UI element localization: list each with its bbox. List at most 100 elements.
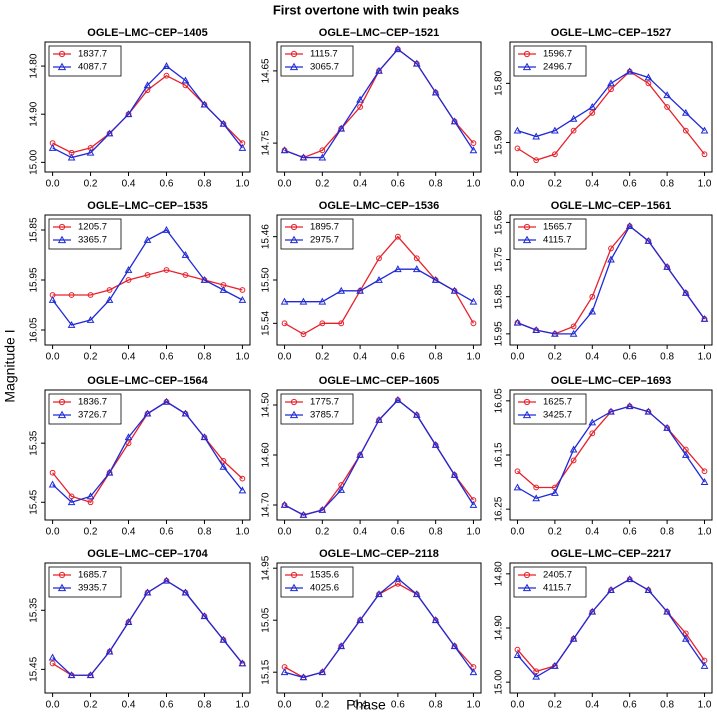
figure-title: First overtone with twin peaks — [273, 2, 459, 17]
data-point — [607, 79, 615, 87]
x-tick-label: 0.6 — [160, 700, 174, 711]
data-point — [431, 616, 440, 624]
x-tick-label: 0.4 — [585, 179, 599, 190]
panel: OGLE–LMC–CEP–1536 0.0 0.2 0.4 0.6 0.8 1.0 15.46… — [261, 200, 482, 363]
x-tick-label: 0.0 — [511, 700, 525, 711]
y-tick-label: 15.45 — [29, 656, 40, 681]
x-tick-label: 0.4 — [353, 527, 367, 538]
data-point — [413, 255, 420, 262]
data-point — [181, 250, 190, 258]
data-point — [663, 423, 671, 431]
data-point — [239, 287, 246, 293]
y-tick-label: 14.60 — [261, 442, 272, 467]
panel: OGLE–LMC–CEP–1527 0.0 0.2 0.4 0.6 0.8 1.0 15.80… — [494, 27, 713, 190]
legend-label: 3425.7 — [543, 410, 572, 421]
panel-title: OGLE–LMC–CEP–1605 — [319, 375, 439, 387]
data-point — [607, 255, 615, 263]
data-point — [394, 395, 402, 403]
x-tick-label: 0.0 — [46, 179, 60, 190]
data-point — [125, 440, 132, 447]
x-tick-label: 1.0 — [466, 700, 480, 711]
x-tick-label: 0.8 — [429, 179, 443, 190]
data-point — [375, 590, 383, 598]
legend-marker — [290, 571, 298, 579]
data-point — [163, 72, 170, 79]
y-tick-label: 14.75 — [261, 130, 272, 155]
data-point — [318, 505, 327, 513]
data-point — [318, 297, 327, 305]
data-point — [86, 315, 95, 323]
y-tick-label: 16.25 — [494, 496, 505, 521]
legend-box — [48, 393, 122, 425]
data-point — [551, 488, 559, 496]
y-tick-label: 15.95 — [494, 321, 505, 346]
legend-marker — [523, 223, 531, 231]
legend-marker — [523, 571, 531, 579]
data-point — [625, 575, 634, 583]
data-point — [700, 126, 709, 134]
data-point — [280, 500, 289, 508]
panel-title: OGLE–LMC–CEP–1527 — [551, 27, 671, 39]
x-tick-label: 0.0 — [46, 352, 60, 363]
x-tick-label: 1.0 — [698, 352, 712, 363]
x-tick-label: 1.0 — [466, 352, 480, 363]
legend-marker — [290, 398, 298, 406]
data-point — [375, 415, 383, 423]
legend-label: 3365.7 — [78, 235, 107, 246]
data-point — [644, 586, 653, 593]
legend-marker — [57, 410, 67, 419]
y-tick-label: 15.35 — [29, 597, 40, 622]
legend-label: 1205.7 — [78, 222, 107, 233]
data-point — [48, 653, 57, 661]
y-tick-label: 14.80 — [29, 53, 40, 78]
data-point — [143, 81, 152, 89]
data-point — [337, 286, 346, 294]
data-point — [470, 140, 477, 147]
data-point — [239, 475, 246, 482]
legend-marker — [290, 50, 298, 58]
series-line — [52, 65, 243, 159]
data-point — [469, 500, 478, 508]
panel: OGLE–LMC–CEP–1535 0.0 0.2 0.4 0.6 0.8 1.0 15.85… — [29, 200, 251, 363]
plot-frame — [276, 562, 482, 694]
data-point — [238, 486, 247, 494]
data-point — [238, 295, 247, 303]
y-tick-label: 16.15 — [494, 442, 505, 467]
series-line — [517, 225, 706, 335]
legend-label: 1836.7 — [78, 397, 107, 408]
y-tick-label: 15.75 — [494, 247, 505, 272]
legend-marker — [289, 583, 299, 592]
panel: OGLE–LMC–CEP–1405 0.0 0.2 0.4 0.6 0.8 1.0 14.80… — [29, 27, 251, 190]
panel-title: OGLE–LMC–CEP–2217 — [551, 548, 671, 560]
series-line — [516, 578, 706, 678]
x-tick-label: 0.2 — [315, 352, 329, 363]
data-point — [299, 673, 308, 681]
legend-marker — [522, 583, 532, 592]
legend-marker — [58, 571, 66, 579]
data-point — [200, 612, 209, 620]
data-point — [450, 286, 459, 294]
data-point — [514, 145, 521, 152]
data-point — [105, 468, 114, 476]
series-line — [284, 583, 474, 679]
y-tick-label: 15.05 — [261, 607, 272, 632]
data-point — [569, 445, 578, 453]
data-point — [431, 88, 440, 96]
panel: OGLE–LMC–CEP–1693 0.0 0.2 0.4 0.6 0.8 1.0 16.05… — [494, 375, 713, 538]
x-tick-label: 0.2 — [315, 527, 329, 538]
data-point — [470, 320, 477, 327]
data-point — [394, 574, 402, 582]
y-tick-label: 15.00 — [29, 149, 40, 174]
data-point — [67, 153, 76, 161]
data-point — [513, 651, 522, 658]
data-point — [200, 275, 209, 283]
x-tick-label: 0.4 — [585, 700, 599, 711]
legend-marker — [289, 62, 299, 71]
y-tick-label: 15.35 — [29, 430, 40, 455]
legend-label: 4115.7 — [543, 235, 571, 246]
y-tick-label: 16.05 — [29, 317, 40, 342]
y-tick-label: 15.15 — [261, 659, 272, 684]
data-point — [162, 576, 171, 584]
x-tick-label: 0.8 — [660, 352, 674, 363]
data-point — [394, 45, 402, 53]
